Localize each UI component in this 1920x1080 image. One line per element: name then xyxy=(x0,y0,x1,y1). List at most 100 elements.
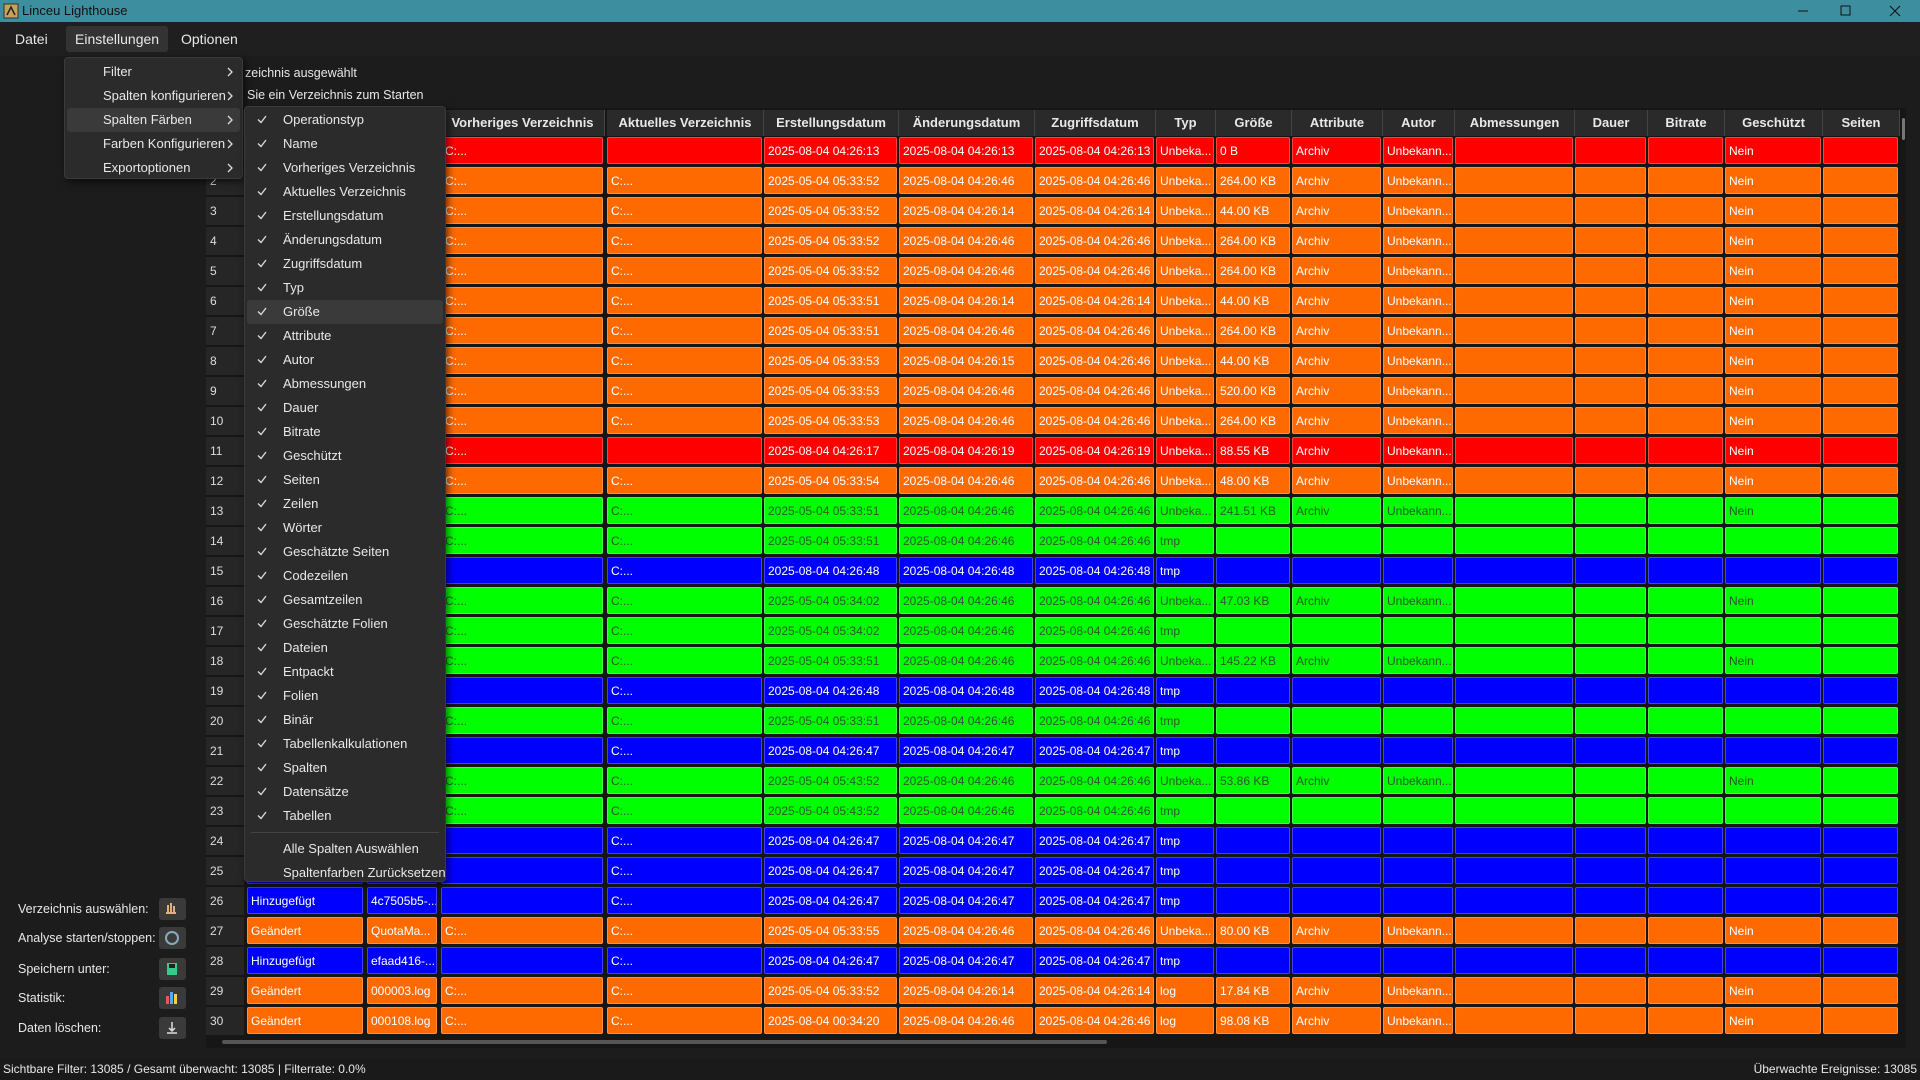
submenu-item[interactable]: Abmessungen xyxy=(247,372,443,396)
table-cell: 2025-08-04 04:26:47 xyxy=(1035,887,1154,914)
submenu-item[interactable]: Geschätzte Seiten xyxy=(247,540,443,564)
dropdown-item[interactable]: Spalten Färben xyxy=(67,108,240,132)
table-cell xyxy=(1648,737,1723,764)
header-cell[interactable]: Bitrate xyxy=(1648,110,1725,136)
submenu-item[interactable]: Vorheriges Verzeichnis xyxy=(247,156,443,180)
menu-item[interactable]: Einstellungen xyxy=(66,26,169,52)
table-cell: C:... xyxy=(607,647,762,674)
table-cell: C:... xyxy=(607,977,762,1004)
header-cell[interactable]: Typ xyxy=(1156,110,1216,136)
header-cell[interactable]: Aktuelles Verzeichnis xyxy=(607,110,764,136)
table-cell: Archiv xyxy=(1292,407,1381,434)
table-cell xyxy=(1575,257,1646,284)
vertical-scrollbar[interactable] xyxy=(1902,118,1905,140)
submenu-item[interactable]: Wörter xyxy=(247,516,443,540)
submenu-item[interactable]: Tabellen xyxy=(247,804,443,828)
submenu-item[interactable]: Operationstyp xyxy=(247,108,443,132)
table-cell xyxy=(1455,227,1573,254)
header-cell[interactable]: Dauer xyxy=(1575,110,1648,136)
submenu-item[interactable]: Codezeilen xyxy=(247,564,443,588)
table-cell: Nein xyxy=(1725,467,1821,494)
table-cell: Unbekann... xyxy=(1383,317,1453,344)
submenu-item[interactable]: Binär xyxy=(247,708,443,732)
row-number: 4 xyxy=(206,227,244,255)
table-cell xyxy=(1216,707,1290,734)
submenu-item[interactable]: Dauer xyxy=(247,396,443,420)
submenu-item[interactable]: Autor xyxy=(247,348,443,372)
dropdown-item[interactable]: Filter xyxy=(67,60,240,84)
menu-item[interactable]: Optionen xyxy=(181,31,238,47)
table-cell: Archiv xyxy=(1292,647,1381,674)
dropdown-item[interactable]: Exportoptionen xyxy=(67,156,240,180)
submenu-item[interactable]: Seiten xyxy=(247,468,443,492)
submenu-item[interactable]: Attribute xyxy=(247,324,443,348)
table-cell: 264.00 KB xyxy=(1216,317,1290,344)
table-cell xyxy=(1648,257,1723,284)
menu-item[interactable]: Datei xyxy=(15,31,48,47)
table-cell xyxy=(1823,467,1898,494)
submenu-item[interactable]: Erstellungsdatum xyxy=(247,204,443,228)
submenu-item[interactable]: Dateien xyxy=(247,636,443,660)
table-cell: C:... xyxy=(607,497,762,524)
table-cell: 2025-05-04 05:33:55 xyxy=(764,917,897,944)
header-cell[interactable]: Größe xyxy=(1216,110,1292,136)
header-cell[interactable]: Attribute xyxy=(1292,110,1383,136)
header-cell[interactable]: Seiten xyxy=(1823,110,1900,136)
submenu-item[interactable]: Zeilen xyxy=(247,492,443,516)
horizontal-scrollbar[interactable] xyxy=(222,1040,1107,1044)
submenu-item[interactable]: Spalten xyxy=(247,756,443,780)
table-cell xyxy=(1823,947,1898,974)
button-icon xyxy=(166,992,177,1004)
table-cell: 2025-08-04 04:26:46 xyxy=(899,227,1033,254)
table-cell: 2025-05-04 05:43:52 xyxy=(764,767,897,794)
submenu-item[interactable]: Typ xyxy=(247,276,443,300)
sidebar-button[interactable] xyxy=(159,1017,186,1039)
header-cell[interactable]: Autor xyxy=(1383,110,1455,136)
submenu-action[interactable]: Alle Spalten Auswählen xyxy=(283,841,419,856)
table-cell: 2025-08-04 00:34:20 xyxy=(764,1007,897,1034)
dropdown-item[interactable]: Spalten konfigurieren xyxy=(67,84,240,108)
table-cell: 2025-05-04 05:33:52 xyxy=(764,197,897,224)
table-cell: 2025-08-04 04:26:46 xyxy=(1035,317,1154,344)
header-cell[interactable]: Geschützt xyxy=(1725,110,1823,136)
table-cell: C:... xyxy=(607,587,762,614)
table-cell xyxy=(441,887,603,914)
sidebar-button[interactable] xyxy=(159,927,186,949)
submenu-item[interactable]: Größe xyxy=(247,300,443,324)
submenu-item[interactable]: Zugriffsdatum xyxy=(247,252,443,276)
submenu-item[interactable]: Aktuelles Verzeichnis xyxy=(247,180,443,204)
table-cell xyxy=(1575,707,1646,734)
submenu-item[interactable]: Geschützt xyxy=(247,444,443,468)
submenu-item[interactable]: Entpackt xyxy=(247,660,443,684)
submenu-item[interactable]: Datensätze xyxy=(247,780,443,804)
check-mark xyxy=(257,331,267,340)
table-cell: C:... xyxy=(607,377,762,404)
table-cell xyxy=(1575,467,1646,494)
table-cell: C:... xyxy=(441,407,603,434)
submenu-action[interactable]: Spaltenfarben Zurücksetzen xyxy=(283,865,446,880)
window-controls[interactable] xyxy=(1780,0,1920,22)
submenu-item[interactable]: Tabellenkalkulationen xyxy=(247,732,443,756)
header-cell[interactable]: Abmessungen xyxy=(1455,110,1575,136)
header-cell[interactable]: Änderungsdatum xyxy=(899,110,1035,136)
submenu-item[interactable]: Gesamtzeilen xyxy=(247,588,443,612)
submenu-item[interactable]: Geschätzte Folien xyxy=(247,612,443,636)
header-cell[interactable]: Vorheriges Verzeichnis xyxy=(441,110,605,136)
submenu-item[interactable]: Bitrate xyxy=(247,420,443,444)
submenu-item[interactable]: Änderungsdatum xyxy=(247,228,443,252)
sidebar-button[interactable] xyxy=(159,958,186,980)
header-cell[interactable]: Zugriffsdatum xyxy=(1035,110,1156,136)
table-cell xyxy=(1823,317,1898,344)
table-cell xyxy=(1383,857,1453,884)
table-cell xyxy=(1455,767,1573,794)
table-cell xyxy=(1575,407,1646,434)
submenu-item[interactable]: Folien xyxy=(247,684,443,708)
sidebar-button[interactable] xyxy=(159,898,186,920)
sidebar-button[interactable] xyxy=(159,987,186,1009)
dropdown-item[interactable]: Farben Konfigurieren xyxy=(67,132,240,156)
table-cell xyxy=(1823,707,1898,734)
submenu-arrow xyxy=(227,115,233,125)
submenu-item[interactable]: Name xyxy=(247,132,443,156)
table-cell: Archiv xyxy=(1292,137,1381,164)
header-cell[interactable]: Erstellungsdatum xyxy=(764,110,899,136)
